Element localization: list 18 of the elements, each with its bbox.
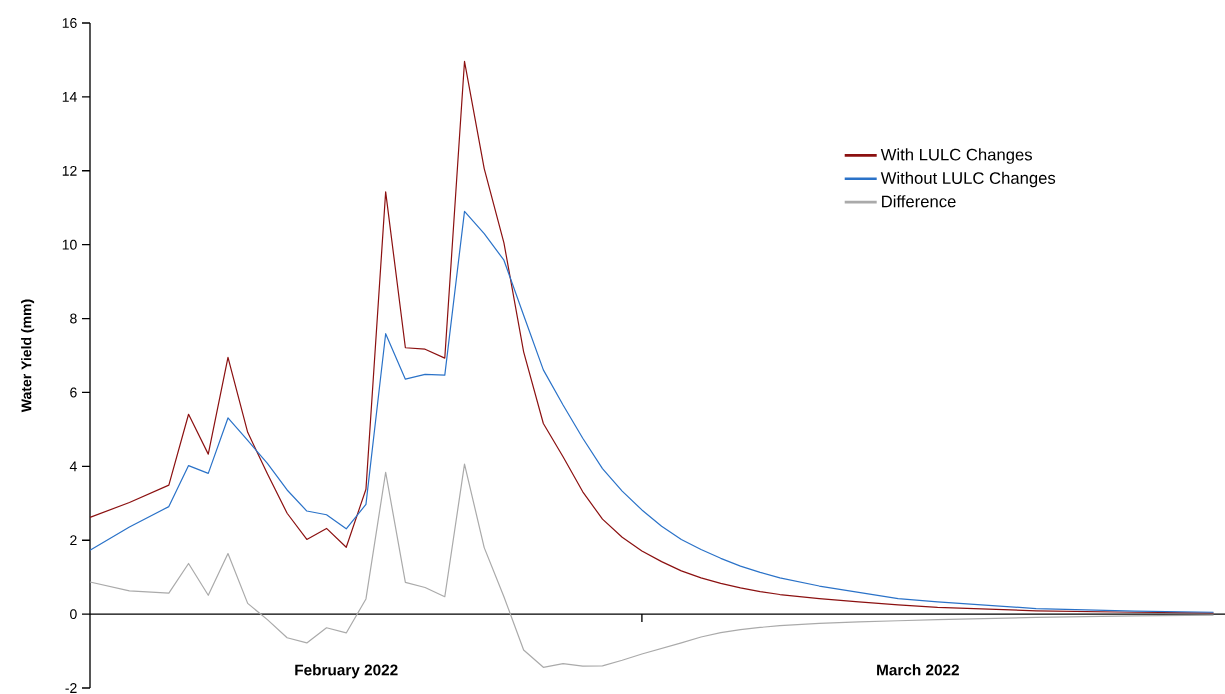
y-tick-label: 10	[62, 239, 77, 250]
line-series	[89, 210, 1215, 613]
legend-label: Difference	[882, 195, 956, 208]
y-tick-label: 16	[62, 18, 77, 28]
y-tick-label: -2	[65, 683, 77, 693]
y-tick-label: 12	[62, 165, 77, 176]
legend-label: With LULC Changes	[880, 148, 1032, 164]
y-tick-label: 14	[62, 92, 77, 102]
y-tick-label: 4	[69, 461, 77, 472]
y-tick-label: 2	[70, 535, 77, 546]
y-tick-label: 6	[70, 387, 77, 398]
y-axis-title: Water Yield (mm)	[21, 299, 35, 413]
line-series	[89, 60, 1215, 614]
y-tick-label: 8	[70, 313, 77, 324]
legend-label: Without LULC Changes	[880, 171, 1056, 188]
x-tick-label: February 2022	[295, 664, 398, 679]
y-tick-label: 0	[70, 609, 77, 620]
x-tick-label: March 2022	[877, 664, 959, 676]
